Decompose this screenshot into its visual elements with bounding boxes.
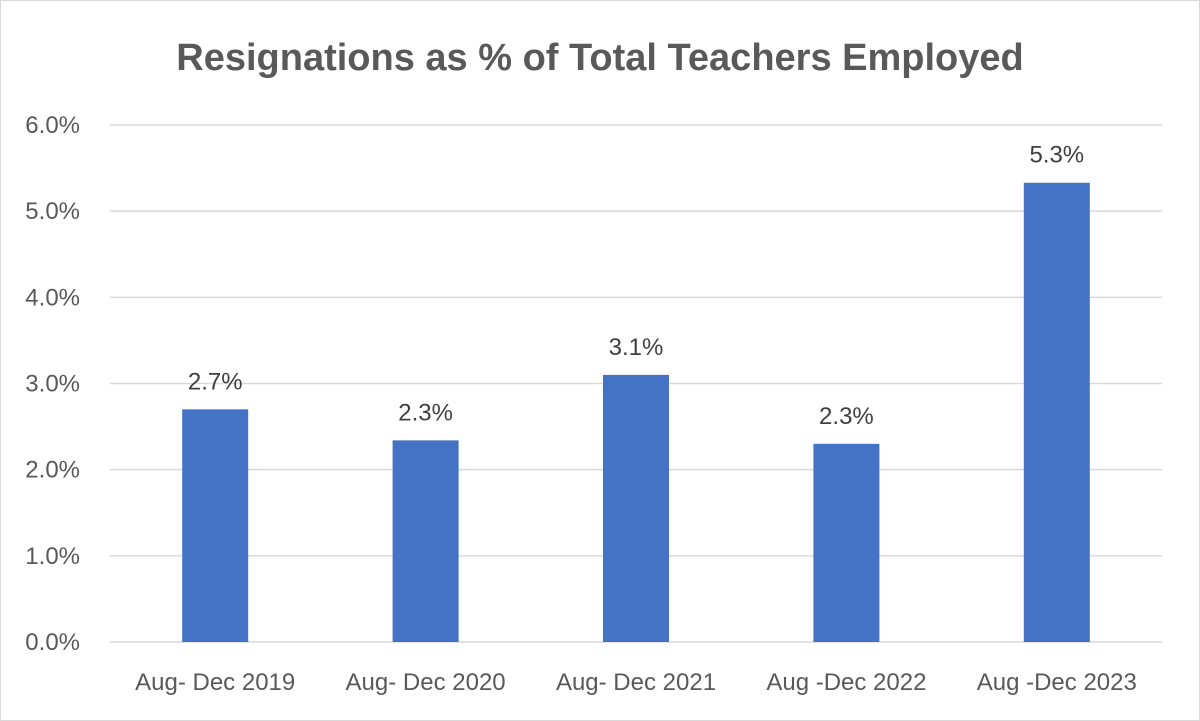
bar [603,374,669,642]
gridlines [110,124,1162,643]
bar [182,409,249,642]
data-label: 2.7% [188,368,243,395]
y-tick-label: 4.0% [25,284,80,311]
x-tick-label: Aug -Dec 2023 [977,669,1137,696]
x-tick-label: Aug- Dec 2021 [556,669,716,696]
y-tick-label: 0.0% [25,629,80,656]
bar [1023,182,1090,642]
chart-title: Resignations as % of Total Teachers Empl… [176,37,1023,79]
x-tick-label: Aug- Dec 2019 [135,669,295,696]
x-tick-label: Aug- Dec 2020 [346,669,506,696]
y-axis-tick-labels: 0.0% 1.0% 2.0% 3.0% 4.0% 5.0% 6.0% [25,112,80,656]
y-tick-label: 1.0% [25,543,80,570]
x-axis-tick-labels: Aug- Dec 2019 Aug- Dec 2020 Aug- Dec 2021 A… [135,669,1137,696]
data-label: 5.3% [1029,142,1084,169]
y-tick-label: 2.0% [25,457,80,484]
bar [813,443,880,642]
data-label: 2.3% [398,399,453,426]
x-tick-label: Aug -Dec 2022 [766,669,926,696]
data-label: 2.3% [819,403,874,430]
y-tick-label: 5.0% [25,198,80,225]
data-labels: 2.7% 2.3% 3.1% 2.3% 5.3% [188,142,1084,430]
data-label: 3.1% [609,334,664,361]
y-tick-label: 3.0% [25,371,80,398]
bar [392,440,459,642]
bars [182,182,1090,642]
y-tick-label: 6.0% [25,112,80,139]
